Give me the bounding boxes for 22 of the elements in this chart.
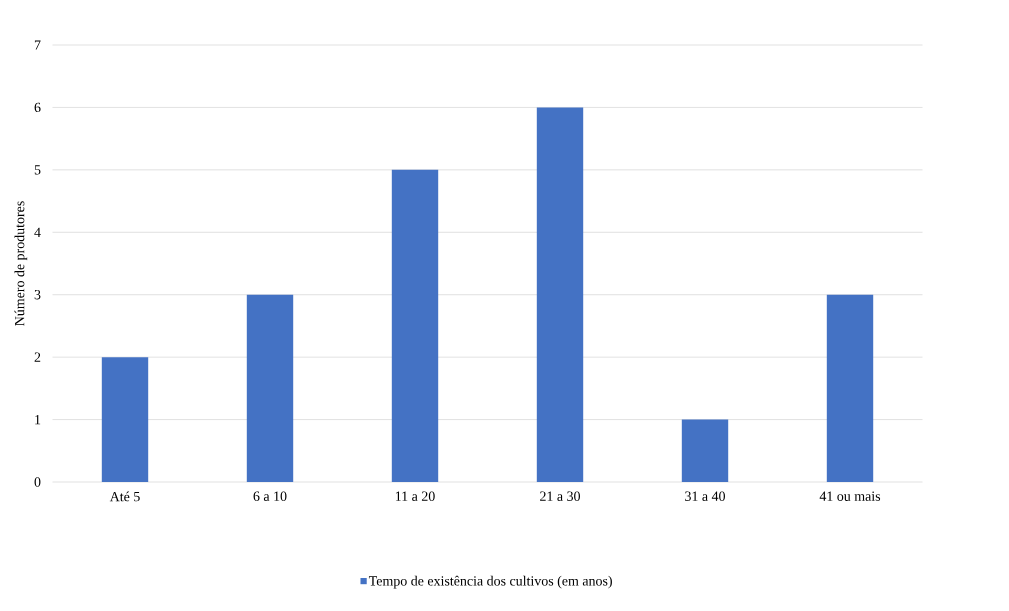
y-tick-label: 2 <box>34 352 41 362</box>
y-tick-label: 0 <box>34 477 41 487</box>
y-tick-label: 6 <box>34 102 41 113</box>
x-tick-label: 21 a 30 <box>540 491 580 501</box>
bar <box>246 294 294 482</box>
bar <box>826 294 874 482</box>
x-tick-label: 6 a 10 <box>253 491 287 501</box>
y-tick-label: 5 <box>34 165 41 175</box>
x-tick-label: 41 ou mais <box>819 491 881 501</box>
bar <box>391 169 439 482</box>
legend-label: Tempo de existência dos cultivos (em anos) <box>368 575 612 589</box>
y-tick-label: 3 <box>34 290 41 300</box>
bar <box>101 357 149 482</box>
y-tick-label: 1 <box>35 414 41 425</box>
y-tick-label: 7 <box>34 40 41 50</box>
x-tick-label: 31 a 40 <box>685 491 725 501</box>
bar <box>681 419 729 482</box>
y-tick-label: 4 <box>34 227 41 237</box>
y-axis-title: Número de produtores <box>14 201 28 326</box>
x-tick-label: 11 a 20 <box>395 491 435 501</box>
bar <box>536 107 584 482</box>
x-tick-label: Até 5 <box>109 491 140 502</box>
